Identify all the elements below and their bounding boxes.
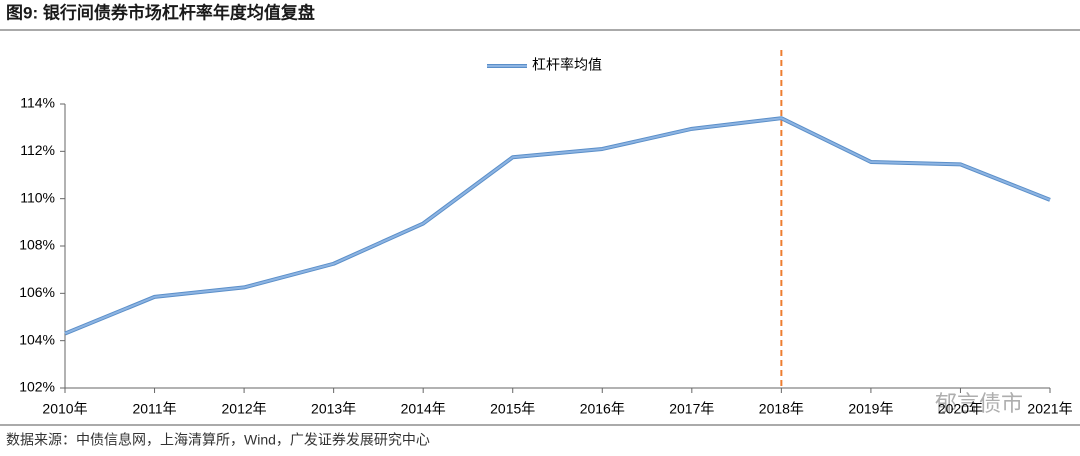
legend-label: 杠杆率均值 bbox=[532, 57, 602, 73]
y-tick-label: 114% bbox=[20, 95, 55, 111]
y-tick-label: 104% bbox=[19, 331, 55, 347]
y-tick-label: 112% bbox=[20, 142, 55, 158]
x-tick-label: 2021年 bbox=[1027, 401, 1072, 417]
x-tick-label: 2012年 bbox=[222, 401, 267, 417]
x-tick-label: 2019年 bbox=[848, 401, 893, 417]
y-tick-label: 108% bbox=[19, 237, 55, 253]
x-tick-label: 2011年 bbox=[132, 401, 176, 417]
y-tick-label: 106% bbox=[19, 284, 55, 300]
x-tick-label: 2020年 bbox=[938, 401, 983, 417]
x-tick-label: 2014年 bbox=[401, 401, 446, 417]
chart-title: 图9: 银行间债券市场杠杆率年度均值复盘 bbox=[6, 2, 315, 22]
line-outline bbox=[64, 116, 1051, 336]
y-tick-label: 102% bbox=[19, 379, 55, 395]
x-tick-label: 2010年 bbox=[42, 401, 87, 417]
x-tick-label: 2017年 bbox=[669, 401, 714, 417]
watermark: 郁言债市 bbox=[935, 391, 1023, 416]
series-line bbox=[64, 117, 1051, 335]
x-tick-label: 2013年 bbox=[311, 401, 356, 417]
source-note: 数据来源：中债信息网，上海清算所，Wind，广发证券发展研究中心 bbox=[6, 432, 430, 448]
x-tick-label: 2018年 bbox=[759, 401, 804, 417]
x-tick-label: 2016年 bbox=[580, 401, 625, 417]
x-tick-label: 2015年 bbox=[490, 401, 535, 417]
y-tick-label: 110% bbox=[20, 189, 55, 205]
